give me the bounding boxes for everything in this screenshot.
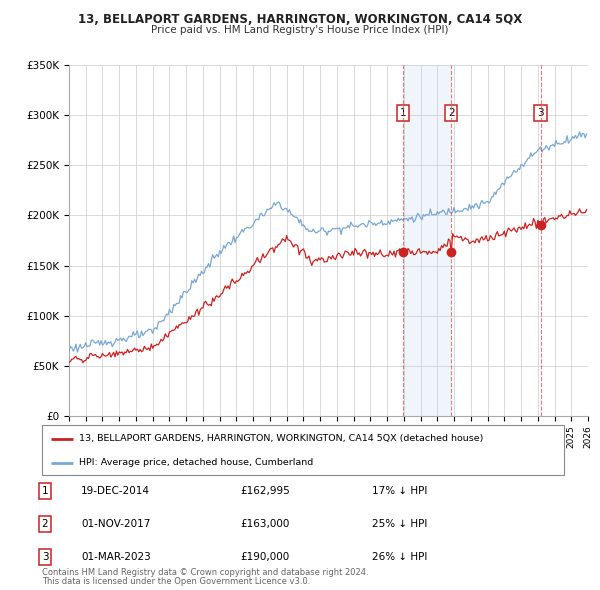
Text: This data is licensed under the Open Government Licence v3.0.: This data is licensed under the Open Gov… [42, 577, 310, 586]
Text: 13, BELLAPORT GARDENS, HARRINGTON, WORKINGTON, CA14 5QX (detached house): 13, BELLAPORT GARDENS, HARRINGTON, WORKI… [79, 434, 483, 443]
Text: 01-MAR-2023: 01-MAR-2023 [81, 552, 151, 562]
Text: £190,000: £190,000 [240, 552, 289, 562]
Text: £162,995: £162,995 [240, 486, 290, 496]
Text: 26% ↓ HPI: 26% ↓ HPI [372, 552, 427, 562]
Bar [403, 65, 451, 416]
Text: 01-NOV-2017: 01-NOV-2017 [81, 519, 151, 529]
Text: 1: 1 [41, 486, 49, 496]
Text: 13, BELLAPORT GARDENS, HARRINGTON, WORKINGTON, CA14 5QX: 13, BELLAPORT GARDENS, HARRINGTON, WORKI… [78, 13, 522, 26]
Text: 2: 2 [41, 519, 49, 529]
Bar [563, 65, 588, 416]
Text: 17% ↓ HPI: 17% ↓ HPI [372, 486, 427, 496]
Text: 3: 3 [41, 552, 49, 562]
Text: 2: 2 [448, 108, 455, 118]
Text: Price paid vs. HM Land Registry's House Price Index (HPI): Price paid vs. HM Land Registry's House … [151, 25, 449, 35]
Text: 1: 1 [400, 108, 406, 118]
Text: 19-DEC-2014: 19-DEC-2014 [81, 486, 150, 496]
Text: Contains HM Land Registry data © Crown copyright and database right 2024.: Contains HM Land Registry data © Crown c… [42, 568, 368, 577]
Text: 3: 3 [538, 108, 544, 118]
Text: HPI: Average price, detached house, Cumberland: HPI: Average price, detached house, Cumb… [79, 458, 313, 467]
Text: 25% ↓ HPI: 25% ↓ HPI [372, 519, 427, 529]
Text: £163,000: £163,000 [240, 519, 289, 529]
